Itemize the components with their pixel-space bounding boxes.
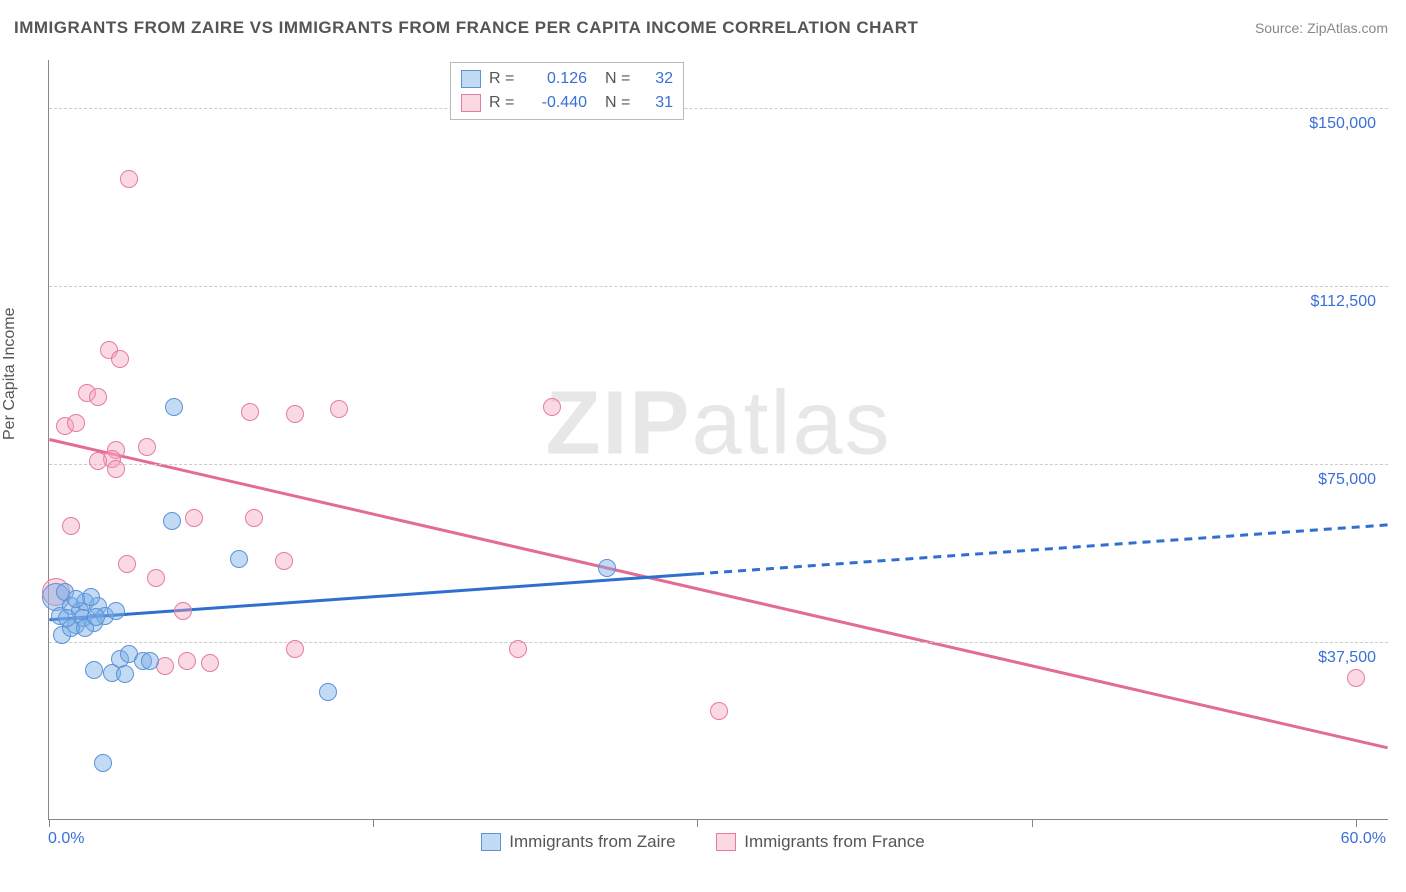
marker-zaire [116,665,134,683]
x-tick [373,819,374,827]
marker-france [286,640,304,658]
swatch-zaire [461,70,481,88]
marker-zaire [67,590,85,608]
y-tick-label: $37,500 [1318,649,1376,667]
marker-zaire [165,398,183,416]
marker-france [89,388,107,406]
marker-france [138,438,156,456]
marker-france [245,509,263,527]
marker-zaire [87,608,105,626]
marker-zaire [94,754,112,772]
marker-france [67,414,85,432]
legend-france-n-value: 31 [643,94,673,112]
marker-zaire [598,559,616,577]
marker-france [156,657,174,675]
marker-france [118,555,136,573]
marker-zaire [85,661,103,679]
marker-france [120,170,138,188]
legend-france-label: Immigrants from France [744,832,924,852]
watermark: ZIPatlas [545,373,891,476]
legend-row-zaire: R = 0.126 N = 32 [461,67,673,91]
x-tick [49,819,50,827]
marker-france [185,509,203,527]
marker-france [286,405,304,423]
legend-n-label: N = [605,94,635,112]
marker-france [330,400,348,418]
marker-france [543,398,561,416]
legend-r-label: R = [489,94,519,112]
x-tick [1032,819,1033,827]
legend-zaire-label: Immigrants from Zaire [509,832,675,852]
swatch-france [461,94,481,112]
gridline [49,286,1388,287]
y-tick-label: $75,000 [1318,471,1376,489]
marker-france [241,403,259,421]
marker-france [509,640,527,658]
y-tick-label: $112,500 [1310,293,1376,311]
marker-france [89,452,107,470]
legend-zaire-r-value: 0.126 [527,70,587,88]
correlation-legend: R = 0.126 N = 32 R = -0.440 N = 31 [450,62,684,120]
marker-france [1347,669,1365,687]
y-tick-label: $150,000 [1309,115,1376,133]
marker-france [147,569,165,587]
gridline [49,642,1388,643]
marker-zaire [82,588,100,606]
legend-france-r-value: -0.440 [527,94,587,112]
chart-title: IMMIGRANTS FROM ZAIRE VS IMMIGRANTS FROM… [14,18,918,38]
marker-france [174,602,192,620]
marker-france [107,460,125,478]
plot-area: ZIPatlas $37,500 $75,000 $112,500 $150,000 [48,60,1388,820]
marker-zaire [141,652,159,670]
marker-france [710,702,728,720]
gridline [49,464,1388,465]
legend-item-zaire: Immigrants from Zaire [481,832,675,852]
legend-zaire-n-value: 32 [643,70,673,88]
y-axis-label: Per Capita Income [1,307,19,440]
marker-france [178,652,196,670]
watermark-light: atlas [691,374,891,474]
marker-france [62,517,80,535]
gridline [49,108,1388,109]
x-tick [1356,819,1357,827]
legend-r-label: R = [489,70,519,88]
marker-zaire [58,609,76,627]
legend-row-france: R = -0.440 N = 31 [461,91,673,115]
series-legend: Immigrants from Zaire Immigrants from Fr… [0,832,1406,856]
legend-item-france: Immigrants from France [716,832,924,852]
marker-zaire [163,512,181,530]
marker-france [111,350,129,368]
source-label: Source: ZipAtlas.com [1255,20,1388,36]
marker-zaire [107,602,125,620]
marker-zaire [319,683,337,701]
marker-france [275,552,293,570]
x-tick [697,819,698,827]
marker-zaire [230,550,248,568]
swatch-france [716,833,736,851]
marker-france [201,654,219,672]
legend-n-label: N = [605,70,635,88]
watermark-bold: ZIP [545,374,691,474]
swatch-zaire [481,833,501,851]
